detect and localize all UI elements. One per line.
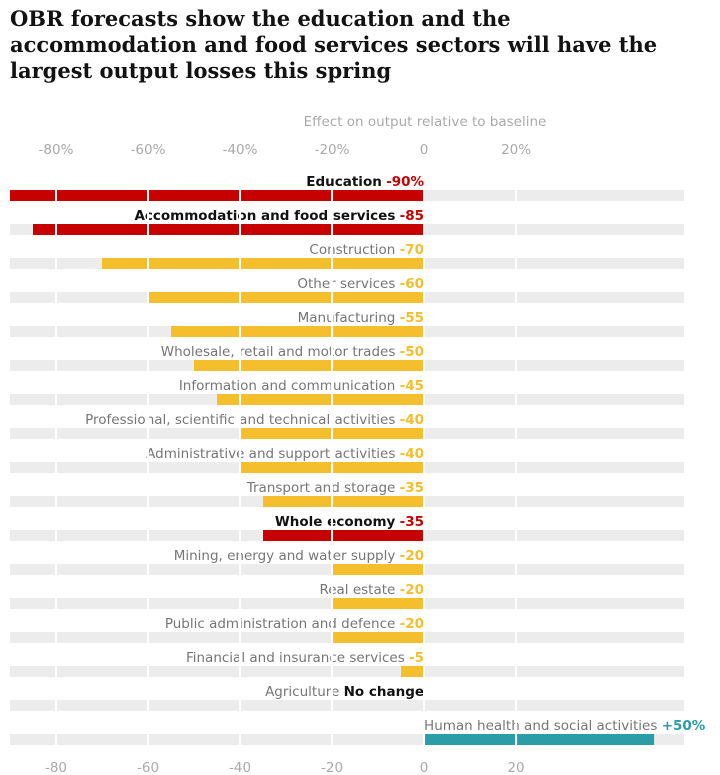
bar-label: Professional, scientific and technical a… <box>85 412 424 428</box>
category-name: Manufacturing <box>298 310 396 326</box>
category-name: Other services <box>297 276 395 292</box>
x-tick-label: 0 <box>420 760 429 775</box>
bar-label: Whole economy -35 <box>275 514 424 530</box>
category-name: Construction <box>309 242 395 258</box>
category-name: Administrative and support activities <box>146 446 395 462</box>
value-label: -40 <box>400 446 424 462</box>
x-tick-label: -60 <box>137 760 159 775</box>
bar <box>148 292 425 303</box>
category-name: Accommodation and food services <box>134 208 395 224</box>
chart-title: OBR forecasts show the education and the… <box>10 6 658 83</box>
category-name: Wholesale, retail and motor trades <box>161 344 396 360</box>
bar-label: Education -90% <box>306 174 424 190</box>
bar <box>33 224 425 235</box>
x-tick-label: -40 <box>229 760 251 775</box>
bar <box>401 666 425 677</box>
bar <box>332 598 425 609</box>
value-label: No change <box>344 684 424 700</box>
bar-label: Accommodation and food services -85 <box>134 208 424 224</box>
value-label: -5 <box>409 650 424 666</box>
value-label: -40 <box>400 412 424 428</box>
category-name: Whole economy <box>275 514 396 530</box>
bar-label: Agriculture No change <box>265 684 424 700</box>
value-label: -85 <box>400 208 424 224</box>
axis-label: Effect on output relative to baseline <box>304 114 547 130</box>
x-tick-label-top: 0 <box>420 142 429 158</box>
bar <box>102 258 425 269</box>
bar-label: Transport and storage -35 <box>246 480 424 496</box>
category-name: Public administration and defence <box>165 616 396 632</box>
bar-label: Human health and social activities +50% <box>424 718 706 734</box>
value-label: -35 <box>400 514 424 530</box>
bar-label: Administrative and support activities -4… <box>146 446 424 462</box>
value-label: -50 <box>400 344 424 360</box>
bar-label: Other services -60 <box>297 276 424 292</box>
value-label: -70 <box>400 242 424 258</box>
bar-label: Real estate -20 <box>319 582 424 598</box>
bar <box>424 734 655 745</box>
bar <box>263 496 425 507</box>
bar-label: Wholesale, retail and motor trades -50 <box>161 344 424 360</box>
x-tick-label: -80 <box>45 760 67 775</box>
bar-background <box>10 666 684 677</box>
value-label: +50% <box>662 718 706 734</box>
bar <box>332 632 425 643</box>
bar-label: Manufacturing -55 <box>298 310 424 326</box>
bar-background <box>10 700 684 711</box>
bar-label: Information and communication -45 <box>179 378 424 394</box>
value-label: -55 <box>400 310 424 326</box>
x-tick-label: 20 <box>507 760 524 775</box>
category-name: Financial and insurance services <box>186 650 405 666</box>
category-name: Human health and social activities <box>424 718 657 734</box>
category-name: Transport and storage <box>246 480 396 496</box>
value-label: -60 <box>400 276 424 292</box>
value-label: -20 <box>400 548 424 564</box>
value-label: -35 <box>400 480 424 496</box>
category-name: Mining, energy and water supply <box>174 548 396 564</box>
bar <box>332 564 425 575</box>
x-tick-label-top: -80% <box>39 142 74 158</box>
x-tick-label-top: -40% <box>223 142 258 158</box>
bar <box>171 326 425 337</box>
value-label: -45 <box>400 378 424 394</box>
bar-label: Financial and insurance services -5 <box>186 650 424 666</box>
bar-background <box>10 734 684 745</box>
value-label: -20 <box>400 616 424 632</box>
category-name: Agriculture <box>265 684 339 700</box>
bar-label: Public administration and defence -20 <box>165 616 424 632</box>
bar <box>217 394 425 405</box>
category-name: Real estate <box>319 582 395 598</box>
value-label: -90% <box>386 174 424 190</box>
bar-label: Construction -70 <box>309 242 424 258</box>
x-tick-label-top: -60% <box>131 142 166 158</box>
bar <box>194 360 425 371</box>
bar-label: Mining, energy and water supply -20 <box>174 548 424 564</box>
bar <box>10 190 425 201</box>
category-name: Information and communication <box>179 378 396 394</box>
x-tick-label-top: -20% <box>315 142 350 158</box>
x-tick-label: -20 <box>321 760 343 775</box>
bar <box>263 530 425 541</box>
category-name: Education <box>306 174 382 190</box>
x-tick-label-top: 20% <box>501 142 531 158</box>
value-label: -20 <box>400 582 424 598</box>
